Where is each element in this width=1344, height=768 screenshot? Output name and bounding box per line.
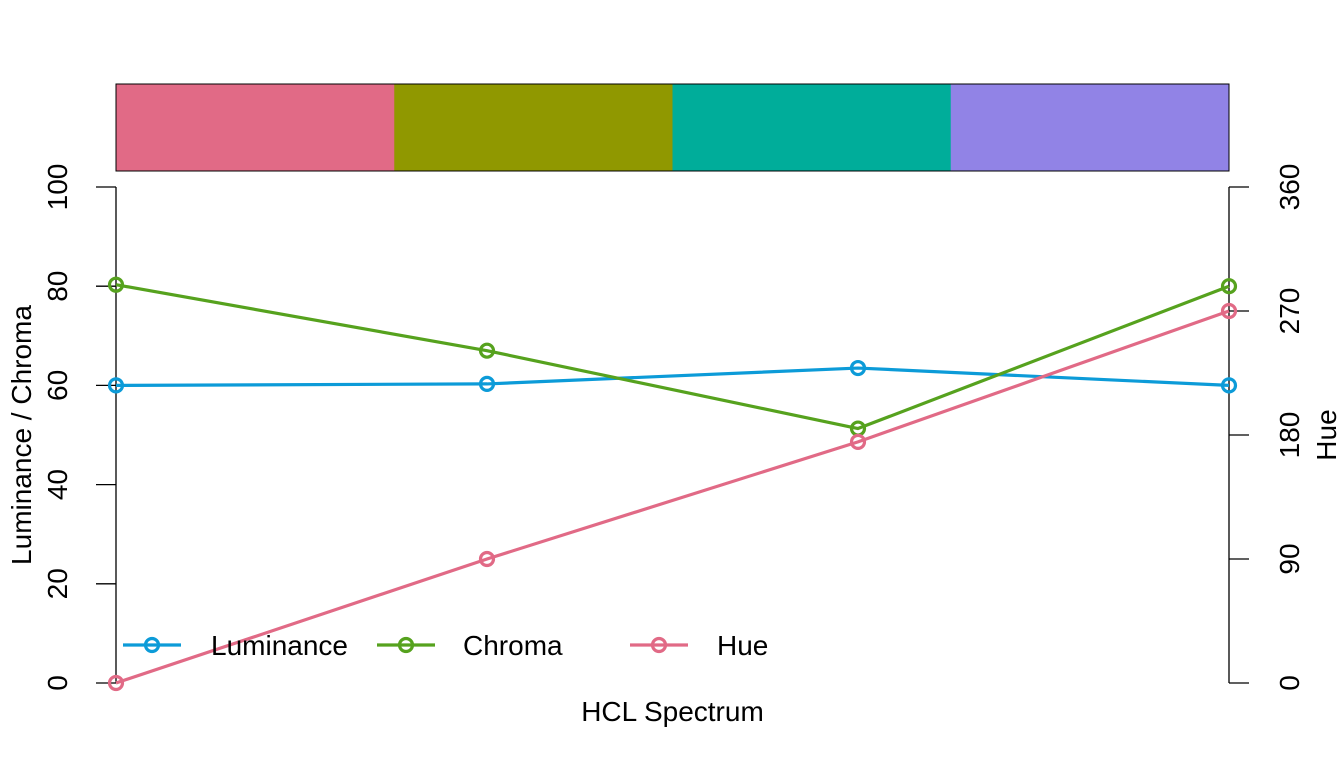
legend-marker <box>650 636 668 654</box>
data-point <box>849 433 867 450</box>
palette-swatches <box>116 84 1230 171</box>
right-tick-label: 180 <box>1274 412 1305 459</box>
data-point <box>107 377 125 394</box>
left-tick-label: 20 <box>42 568 73 599</box>
palette-swatch <box>394 84 673 171</box>
legend-label: Chroma <box>463 630 563 661</box>
right-axis-ticks: 0 90 180 270 360 <box>1229 164 1305 691</box>
series-line <box>115 283 1230 431</box>
data-point <box>107 674 125 692</box>
left-tick-label: 60 <box>42 370 73 401</box>
legend-marker <box>143 636 161 654</box>
data-point <box>478 342 496 359</box>
data-point <box>107 276 125 293</box>
data-point <box>478 550 496 568</box>
left-tick-label: 40 <box>42 469 73 500</box>
legend-marker <box>397 636 415 654</box>
y2-axis-label: Hue <box>1311 409 1342 460</box>
series-line <box>115 309 1230 685</box>
left-tick-label: 0 <box>42 675 73 691</box>
data-point <box>478 375 496 393</box>
data-point <box>849 359 867 377</box>
palette-swatch <box>116 84 395 171</box>
left-axis-ticks: 0 20 40 60 80 100 <box>42 164 116 691</box>
left-tick-label: 80 <box>42 271 73 302</box>
plot-frame <box>115 187 1230 683</box>
data-point <box>1220 278 1238 295</box>
data-point <box>1220 377 1238 394</box>
right-tick-label: 0 <box>1274 675 1305 691</box>
legend-label: Luminance <box>211 630 348 661</box>
legend: Luminance Chroma Hue <box>123 630 768 661</box>
right-tick-label: 90 <box>1274 543 1305 574</box>
y-axis-label: Luminance / Chroma <box>6 305 37 565</box>
data-point <box>1220 302 1238 320</box>
palette-frame <box>115 83 1230 172</box>
palette-swatch <box>672 84 952 171</box>
left-tick-label: 100 <box>42 164 73 211</box>
legend-label: Hue <box>717 630 768 661</box>
palette-swatch <box>950 84 1230 171</box>
x-axis-label: HCL Spectrum <box>581 696 764 727</box>
series-layer <box>107 276 1238 692</box>
right-tick-label: 270 <box>1274 288 1305 335</box>
right-tick-label: 360 <box>1274 164 1305 211</box>
